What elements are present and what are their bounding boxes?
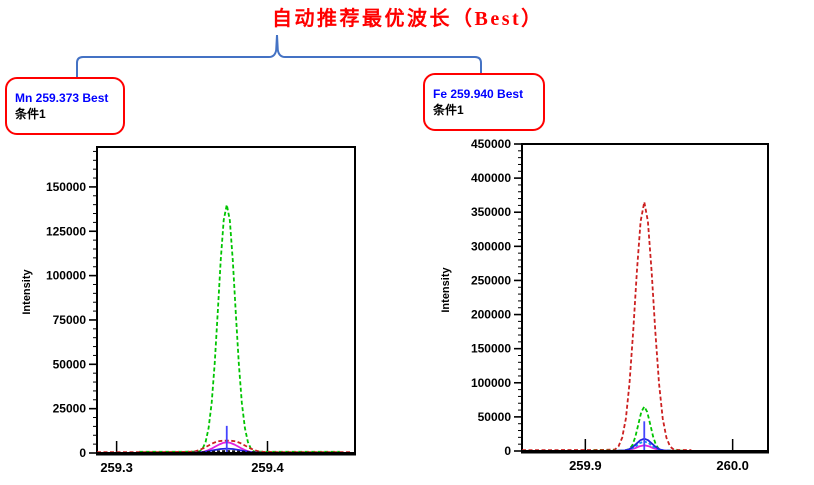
page-title: 自动推荐最优波长（Best） bbox=[272, 8, 544, 30]
y-axis-tick-label: 125000 bbox=[46, 224, 86, 238]
y-axis-tick-label: 50000 bbox=[478, 410, 512, 424]
y-axis-tick-label: 50000 bbox=[53, 357, 87, 371]
y-axis-tick-label: 400000 bbox=[471, 171, 511, 185]
callout-mn-best: Mn 259.373 Best 条件1 bbox=[5, 77, 125, 135]
y-axis-tick-label: 100000 bbox=[46, 269, 86, 283]
y-axis-tick-label: 0 bbox=[79, 446, 86, 460]
plot-frame bbox=[96, 146, 356, 454]
y-axis-tick-label: 75000 bbox=[53, 313, 87, 327]
callout-fe-best: Fe 259.940 Best 条件1 bbox=[423, 73, 545, 131]
series-black-dashed bbox=[192, 450, 262, 454]
chart-fe: 0 50000 100000 150000 200000 250000 300000 3500… bbox=[440, 137, 769, 473]
series-red bbox=[522, 201, 692, 452]
y-axis-tick-label: 200000 bbox=[471, 308, 511, 322]
x-axis-tick-label: 259.9 bbox=[569, 458, 602, 473]
y-axis-title: Intensity bbox=[440, 267, 452, 313]
y-axis-tick-label: 450000 bbox=[471, 137, 511, 151]
plot-frame bbox=[521, 143, 769, 452]
y-axis-title: Intensity bbox=[21, 269, 33, 315]
chart-mn: 0 25000 50000 75000 100000 125000 150000 259.3 2… bbox=[21, 146, 356, 475]
brace-connector bbox=[76, 34, 482, 78]
x-axis-tick-label: 259.3 bbox=[100, 460, 133, 475]
y-axis-tick-label: 100000 bbox=[471, 376, 511, 390]
callout-mn-wavelength: Mn 259.373 Best bbox=[15, 91, 109, 105]
callout-fe-wavelength: Fe 259.940 Best bbox=[433, 87, 524, 101]
y-axis-tick-label: 25000 bbox=[53, 402, 87, 416]
y-axis-tick-label: 300000 bbox=[471, 239, 511, 253]
y-axis-tick-label: 150000 bbox=[471, 342, 511, 356]
series-green bbox=[139, 203, 340, 453]
callout-fe-condition: 条件1 bbox=[433, 103, 464, 117]
y-axis-tick-label: 250000 bbox=[471, 273, 511, 287]
x-axis-tick-label: 259.4 bbox=[251, 460, 284, 475]
x-axis-tick-label: 260.0 bbox=[716, 458, 749, 473]
y-axis-tick-label: 0 bbox=[504, 444, 511, 458]
y-axis-tick-label: 350000 bbox=[471, 205, 511, 219]
callout-mn-condition: 条件1 bbox=[15, 107, 46, 121]
y-axis-tick-label: 150000 bbox=[46, 180, 86, 194]
